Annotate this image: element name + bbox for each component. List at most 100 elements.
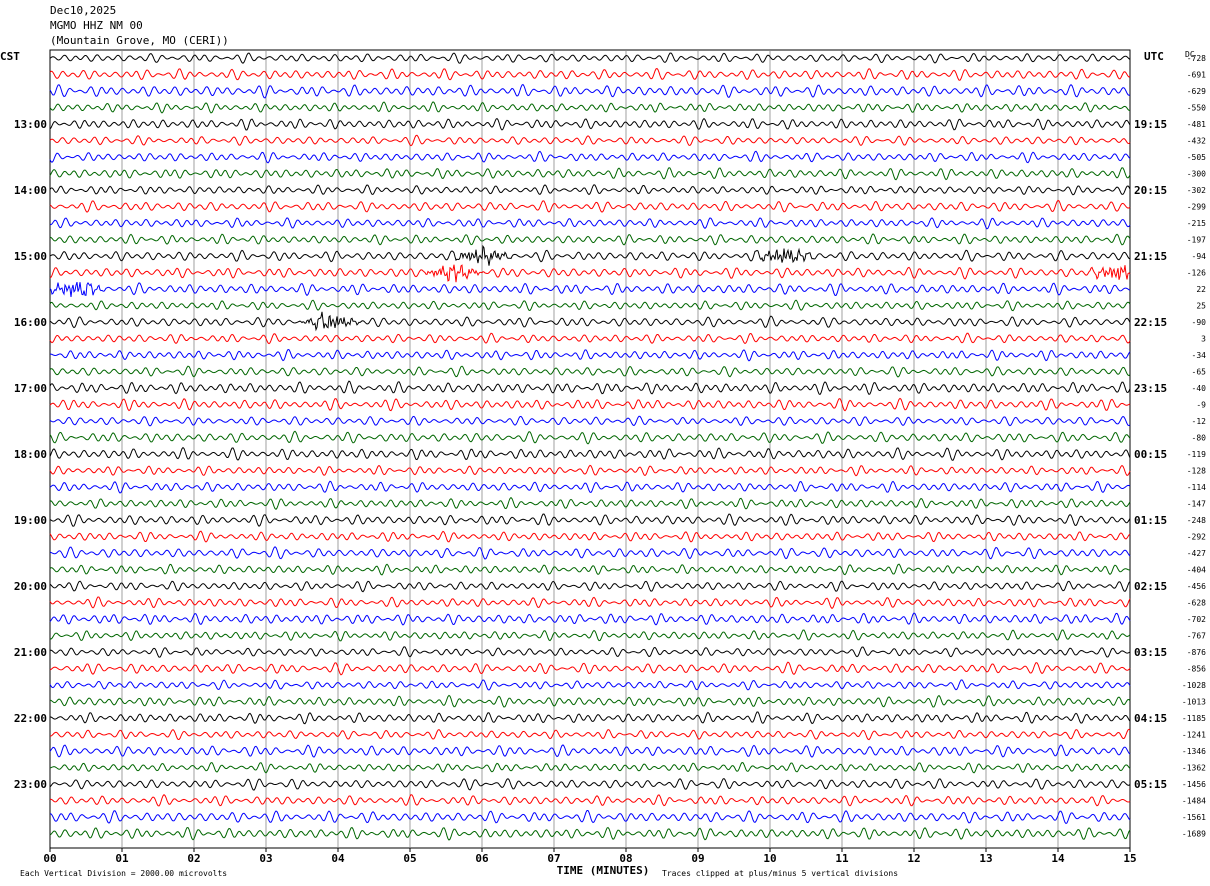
- dc-offset-value: -12: [1192, 417, 1207, 426]
- trace-row: [49, 464, 1131, 477]
- utc-hour-label: 00:15: [1134, 448, 1167, 461]
- trace-row: [49, 380, 1131, 396]
- dc-offset-value: -1013: [1182, 698, 1206, 707]
- x-tick-label: 01: [115, 852, 129, 865]
- trace-row: [50, 711, 1131, 725]
- trace-row: [49, 101, 1131, 114]
- x-tick-label: 15: [1123, 852, 1136, 865]
- dc-offset-value: -481: [1187, 120, 1206, 129]
- dc-offset-value: -456: [1187, 582, 1206, 591]
- dc-offset-value: -40: [1192, 384, 1207, 393]
- dc-offset-value: -691: [1187, 71, 1206, 80]
- dc-offset-value: -248: [1187, 516, 1206, 525]
- utc-hour-label: 22:15: [1134, 316, 1167, 329]
- dc-offset-value: 3: [1201, 335, 1206, 344]
- dc-offset-value: -34: [1192, 351, 1207, 360]
- plot-frame: [49, 49, 1131, 849]
- trace-row: [49, 233, 1131, 246]
- dc-offset-value: -728: [1187, 54, 1206, 63]
- utc-hour-label: 01:15: [1134, 514, 1167, 527]
- plot-date: Dec10,2025: [50, 4, 117, 17]
- trace-row: [49, 365, 1131, 378]
- trace-row: [49, 332, 1131, 345]
- dc-offset-value: -856: [1187, 665, 1206, 674]
- trace-row: [49, 299, 1131, 312]
- dc-offset-value: -114: [1187, 483, 1206, 492]
- trace-row: [49, 264, 1131, 283]
- trace-row: [49, 184, 1131, 196]
- clipping-note: Traces clipped at plus/minus 5 vertical …: [662, 869, 898, 878]
- dc-offset-value: -1456: [1182, 780, 1206, 789]
- dc-offset-value: -1561: [1182, 813, 1206, 822]
- dc-offset-value: -432: [1187, 137, 1206, 146]
- cst-hour-label: 17:00: [14, 382, 47, 395]
- x-tick-label: 14: [1051, 852, 1065, 865]
- trace-row: [49, 415, 1131, 427]
- dc-offset-value: -65: [1192, 368, 1207, 377]
- trace-row: [49, 83, 1131, 99]
- trace-row: [49, 430, 1131, 445]
- dc-column-label: DC: [1185, 50, 1195, 59]
- trace-row: [49, 67, 1131, 81]
- trace-row: [49, 150, 1131, 164]
- dc-offset-value: -80: [1192, 434, 1207, 443]
- dc-offset-value: -302: [1187, 186, 1206, 195]
- dc-offset-value: -505: [1187, 153, 1206, 162]
- trace-row: [50, 348, 1131, 362]
- x-tick-label: 08: [619, 852, 632, 865]
- dc-offset-value: -90: [1192, 318, 1207, 327]
- dc-offset-value: -119: [1187, 450, 1206, 459]
- trace-row: [49, 679, 1131, 691]
- trace-row: [49, 596, 1131, 610]
- cst-hour-label: 18:00: [14, 448, 47, 461]
- trace-row: [49, 167, 1131, 181]
- station-location: (Mountain Grove, MO (CERI)): [50, 34, 229, 47]
- trace-row: [49, 646, 1131, 658]
- dc-offset-value: -9: [1196, 401, 1206, 410]
- trace-row: [49, 546, 1131, 560]
- dc-offset-value: -1484: [1182, 797, 1206, 806]
- trace-row: [49, 629, 1131, 642]
- x-tick-label: 06: [475, 852, 489, 865]
- x-tick-label: 05: [403, 852, 416, 865]
- trace-row: [49, 810, 1131, 825]
- dc-offset-value: -1028: [1182, 681, 1206, 690]
- trace-row: [49, 744, 1131, 758]
- dc-offset-value: -197: [1187, 236, 1206, 245]
- dc-offset-value: -628: [1187, 599, 1206, 608]
- x-tick-label: 12: [907, 852, 920, 865]
- trace-row: [49, 52, 1131, 64]
- dc-offset-value: -126: [1187, 269, 1206, 278]
- cst-hour-label: 14:00: [14, 184, 47, 197]
- x-axis-title: TIME (MINUTES): [557, 864, 650, 877]
- utc-hour-label: 02:15: [1134, 580, 1167, 593]
- trace-row: [49, 612, 1131, 626]
- x-tick-label: 04: [331, 852, 345, 865]
- dc-offset-value: -300: [1187, 170, 1206, 179]
- cst-axis-label: CST: [0, 50, 20, 63]
- x-tick-label: 09: [691, 852, 704, 865]
- vertical-scale-note: Each Vertical Division = 2000.00 microvo…: [20, 869, 227, 878]
- trace-row: [49, 311, 1131, 332]
- dc-offset-value: -128: [1187, 467, 1206, 476]
- trace-row: [49, 496, 1131, 510]
- trace-row: [49, 826, 1131, 841]
- cst-hour-label: 13:00: [14, 118, 47, 131]
- trace-row: [49, 134, 1131, 147]
- dc-offset-value: -702: [1187, 615, 1206, 624]
- utc-hour-label: 04:15: [1134, 712, 1167, 725]
- trace-row: [49, 661, 1131, 676]
- x-tick-label: 00: [43, 852, 56, 865]
- trace-row: [50, 728, 1131, 741]
- utc-hour-label: 20:15: [1134, 184, 1167, 197]
- trace-row: [49, 446, 1131, 461]
- cst-hour-label: 23:00: [14, 778, 47, 791]
- dc-offset-value: -876: [1187, 648, 1206, 657]
- cst-hour-label: 19:00: [14, 514, 47, 527]
- trace-row: [49, 117, 1131, 131]
- utc-hour-label: 05:15: [1134, 778, 1167, 791]
- cst-hour-label: 20:00: [14, 580, 47, 593]
- dc-offset-value: -292: [1187, 533, 1206, 542]
- dc-offset-value: -1689: [1182, 830, 1206, 839]
